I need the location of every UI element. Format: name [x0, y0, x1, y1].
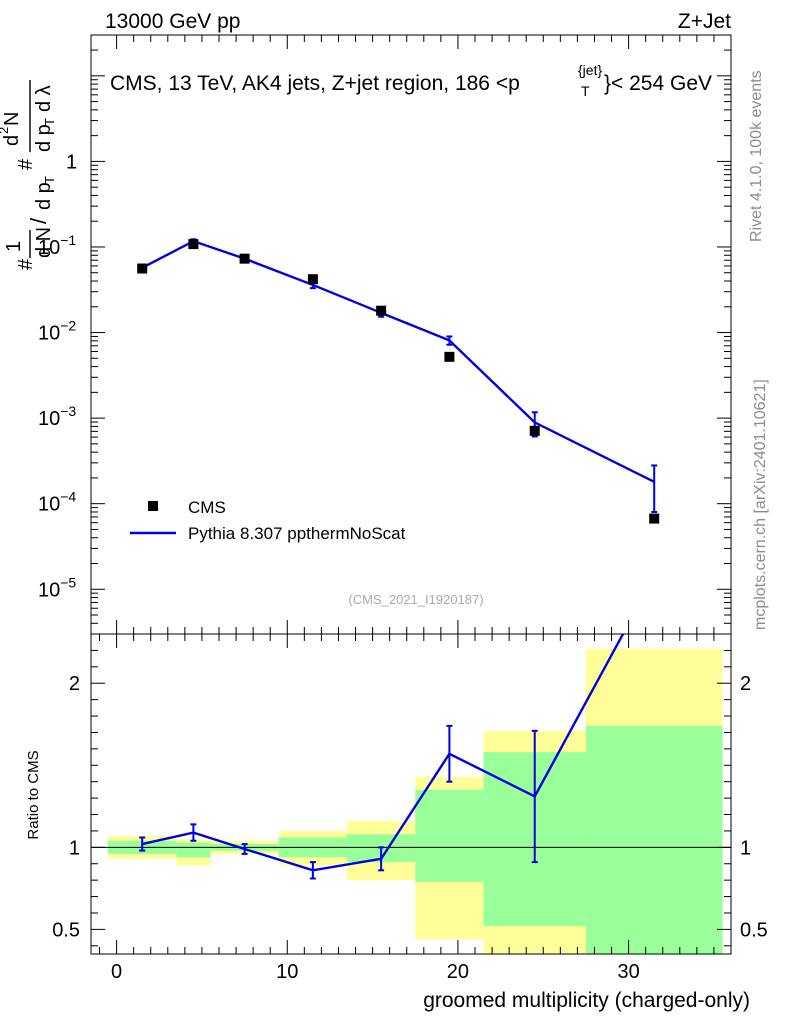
ylabel-T2: T [42, 118, 57, 126]
ratio-panel-axis: 0.5 0.51 12 20 10 20 30 [52, 634, 768, 983]
main-ytick-label: 10−2 [38, 318, 76, 345]
ratio-ytick-label: 0.5 [52, 919, 80, 941]
main-ytick-exponent: −3 [60, 403, 76, 419]
main-panel-axis: 10−510−410−310−210−11 [38, 34, 731, 635]
main-ytick-exponent: −2 [60, 318, 76, 334]
ratio-xtick-label: 10 [276, 961, 298, 983]
cms-marker [376, 305, 387, 316]
ratio-panel-bands [91, 648, 731, 954]
ylabel-T1: T [42, 176, 57, 184]
ylabel-hash1: # [15, 258, 37, 270]
mcplots-label: mcplots.cern.ch [arXiv:2401.10621] [752, 379, 769, 630]
ylabel-one: 1 [3, 241, 25, 252]
main-ytick-label: 10−5 [38, 574, 76, 601]
main-ytick-base: 10 [38, 494, 60, 516]
ylabel-slash: / [26, 217, 51, 224]
main-ytick-base: 1 [66, 151, 77, 173]
legend: CMS Pythia 8.307 ppthermNoScat [130, 498, 406, 543]
ratio-xtick-label: 0 [111, 961, 122, 983]
rivet-label: Rivet 4.1.0, 100k events [748, 70, 765, 242]
main-ytick-exponent: −1 [60, 232, 76, 248]
main-ytick-base: 10 [38, 408, 60, 430]
cms-marker [444, 351, 455, 362]
cms-marker [307, 274, 318, 285]
ylabel-two: 2 [0, 127, 11, 134]
main-title: CMS, 13 TeV, AK4 jets, Z+jet region, 186… [110, 62, 712, 99]
legend-pythia-label: Pythia 8.307 ppthermNoScat [188, 524, 406, 543]
ylabel-d: d [1, 135, 23, 146]
cms-marker [529, 425, 540, 436]
header-right: Z+Jet [678, 10, 731, 33]
ratio-ytick-label-right: 1 [740, 837, 751, 859]
ratio-band-green [176, 842, 211, 858]
main-ytick-exponent: −4 [60, 489, 76, 505]
main-panel-series [137, 238, 660, 524]
pythia-line [141, 239, 655, 483]
main-panel-frame [90, 34, 732, 635]
ratio-xtick-label: 30 [617, 961, 639, 983]
main-title-part1: CMS, 13 TeV, AK4 jets, Z+jet region, 186… [110, 72, 520, 95]
main-ylabel: # 1 d N / d p T # d 2 N d p T d λ [0, 80, 57, 270]
ratio-pythia-line [141, 634, 625, 872]
ratio-ytick-label: 1 [69, 837, 80, 859]
main-ytick-exponent: −5 [60, 574, 76, 590]
ratio-band-green [585, 725, 723, 954]
analysis-watermark: (CMS_2021_I1920187) [348, 592, 483, 607]
ratio-panel-series [139, 634, 625, 880]
legend-cms-label: CMS [188, 498, 226, 517]
main-title-sub: T [581, 83, 590, 99]
main-ytick-base: 10 [38, 579, 60, 601]
ratio-xtick-label: 20 [447, 961, 469, 983]
ylabel-N: N [1, 112, 23, 126]
ratio-ytick-label-right: 2 [740, 673, 751, 695]
ylabel-dp2: d p [33, 124, 55, 152]
legend-cms-marker [148, 501, 158, 511]
xlabel: groomed multiplicity (charged-only) [423, 989, 750, 1012]
ratio-ylabel: Ratio to CMS [25, 750, 42, 839]
ratio-ytick-label-right: 0.5 [740, 919, 768, 941]
ratio-ytick-label: 2 [69, 673, 80, 695]
main-ytick-label: 10−3 [38, 403, 76, 430]
main-ytick-label: 10−1 [38, 232, 76, 259]
main-title-part2: }< 254 GeV [604, 72, 712, 95]
header-left: 13000 GeV pp [105, 10, 240, 33]
ylabel-hash2: # [15, 158, 37, 170]
cms-marker [239, 253, 250, 264]
main-ytick-base: 10 [38, 323, 60, 345]
ylabel-dN: d N [33, 227, 55, 258]
main-title-sup: {jet} [578, 62, 602, 78]
cms-marker [188, 239, 199, 250]
main-ytick-base: 10 [38, 237, 60, 259]
main-ytick-label: 1 [66, 151, 77, 173]
ylabel-dlambda: d λ [33, 85, 55, 112]
main-ytick-label: 10−4 [38, 489, 76, 516]
ylabel-dp: d p [33, 182, 55, 210]
ratio-band-green [415, 789, 484, 882]
cms-marker [649, 513, 660, 524]
cms-marker [137, 263, 148, 274]
ratio-panel-frame [90, 633, 732, 955]
